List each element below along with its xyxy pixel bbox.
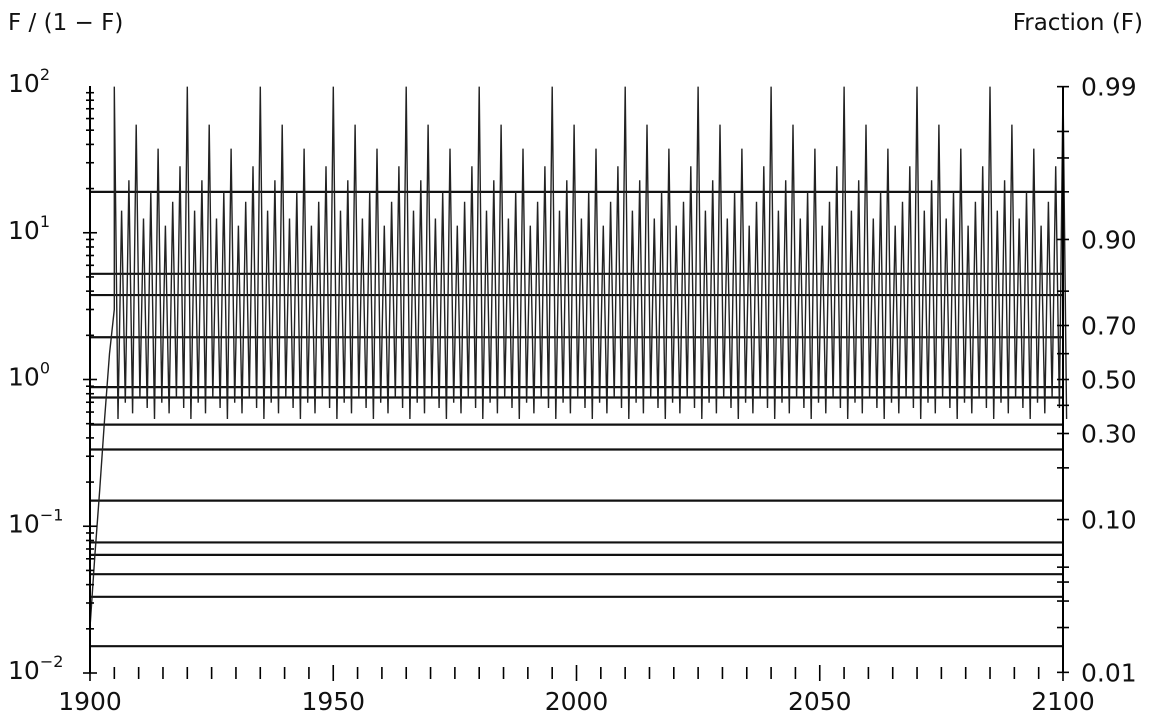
right-tick-label: 0.99 [1081,73,1137,102]
left-tick-label: 102 [8,65,50,98]
x-tick-label: 2100 [1031,687,1095,716]
right-tick-label: 0.90 [1081,225,1137,254]
tick-marks [83,85,1069,681]
left-axis-title: F / (1 − F) [8,10,123,36]
right-tick-label: 0.01 [1081,658,1137,687]
right-tick-label: 0.70 [1081,311,1137,340]
tick-labels: 102 101 100 10−1 10−2 0.99 0.90 0.70 0.50 0.30 0.1… [8,65,1137,716]
x-tick-label: 2050 [788,687,852,716]
left-tick-label: 100 [8,359,50,392]
right-tick-label: 0.10 [1081,506,1137,535]
plot-frame [89,86,1064,673]
x-tick-label: 1950 [301,687,365,716]
left-tick-label: 10−2 [8,652,63,685]
data-series [89,86,1068,628]
left-tick-label: 101 [8,212,50,245]
series-line [89,86,1068,628]
x-tick-label: 1900 [58,687,122,716]
right-tick-label: 0.50 [1081,366,1137,395]
right-axis-title: Fraction (F) [1013,10,1143,36]
right-tick-label: 0.30 [1081,420,1137,449]
x-tick-label: 2000 [545,687,609,716]
left-tick-label: 10−1 [8,505,63,538]
